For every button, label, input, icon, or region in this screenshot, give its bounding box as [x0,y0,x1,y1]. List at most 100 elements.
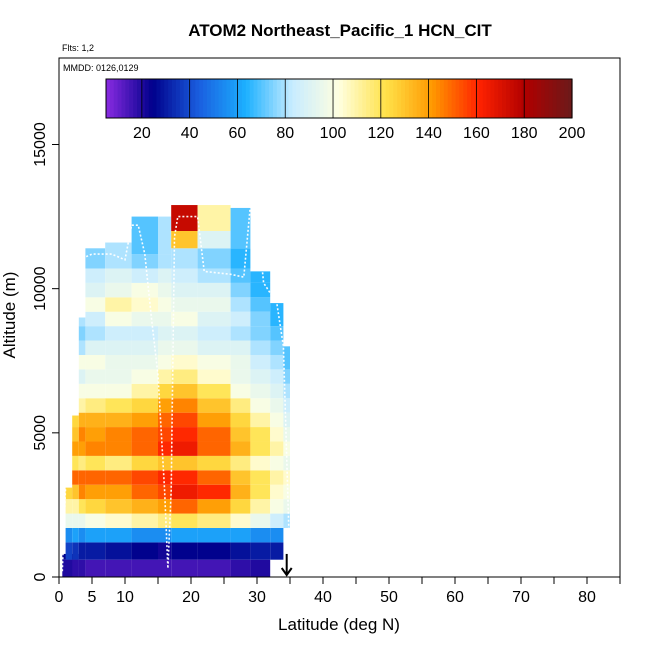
heatmap-cell [105,297,132,312]
heatmap-cell [230,559,251,577]
colorbar-segment [537,79,542,118]
heatmap-cell [171,470,198,485]
colorbar: 20 40 60 80 100 120 140 160 180 200 [105,78,585,142]
heatmap-cell [85,398,106,413]
heatmap-cell [250,297,271,312]
colorbar-segment [311,79,317,118]
heatmap-cell [197,231,231,249]
colorbar-segment [362,79,367,118]
heatmap-cell [65,487,73,500]
colorbar-segment [358,79,363,118]
colorbar-segment [144,79,150,118]
colorbar-segment [346,79,352,118]
heatmap-cell [230,427,251,442]
heatmap-cell [105,470,132,485]
heatmap-cell [158,369,172,384]
heatmap-cell [85,340,106,355]
colorbar-segment [234,79,239,118]
heatmap-cell [270,441,284,456]
heatmap-cell [250,441,271,456]
plot-frame [58,57,621,578]
heatmap-cell [250,455,271,471]
heatmap-cell [78,317,86,327]
colorbar-segment [509,79,515,118]
heatmap-cell [105,513,132,528]
heatmap-cell [85,369,106,384]
heatmap-cell [270,412,284,428]
heatmap-cell [78,354,86,370]
colorbar-segment [401,79,406,118]
x-tick-label: 5 [88,589,97,606]
colorbar-segment [245,79,251,118]
colorbar-segment [249,79,255,118]
colorbar-segment [354,79,360,118]
x-tick-label: 80 [578,589,596,606]
heatmap-cell [131,369,158,384]
heatmap-cell [250,542,271,560]
colorbar-segment [272,79,278,118]
heatmap-cell [171,513,198,528]
heatmap-cell [230,326,251,341]
heatmap-cell [105,354,132,370]
heatmap-cell [197,340,231,355]
heatmap-cell [78,398,86,413]
colorbar-segment [253,79,259,118]
colorbar-segment [389,79,394,118]
colorbar-segment [408,79,414,118]
heatmap-cell [85,527,106,543]
heatmap-cell [105,559,132,577]
heatmap-cell [72,559,79,577]
heatmap-cell [105,369,132,384]
heatmap-cell [72,527,79,543]
colorbar-segment [373,79,379,118]
heatmap-cell [105,383,132,399]
heatmap-cell [230,441,251,456]
heatmap-cell [78,484,86,500]
heatmap-cell [230,470,251,485]
heatmap-cell [158,282,172,298]
heatmap-cell [85,297,106,312]
colorbar-segment [552,79,558,118]
heatmap-cell [230,513,251,528]
heatmap-cell [283,398,290,413]
heatmap-cell [78,499,86,514]
heatmap-cell [85,484,106,500]
colorbar-segment [544,79,550,118]
heatmap-cell [171,248,198,269]
heatmap-cell [72,484,79,500]
colorbar-segment [548,79,554,118]
heatmap-cell [230,268,251,283]
y-tick-label: 0 [32,572,49,581]
heatmap-cell [105,542,132,560]
heatmap-cell [105,311,132,327]
colorbar-segment [300,79,305,118]
heatmap-cell [158,383,172,399]
heatmap-cell [250,499,271,514]
heatmap-cell [78,412,86,428]
colorbar-segment [230,79,235,118]
heatmap-cell [230,412,251,428]
x-tick-label: 60 [446,589,464,606]
heatmap-cell [78,326,86,341]
heatmap-cell [197,369,231,384]
heatmap-cell [158,297,172,312]
colorbar-segment [447,79,453,118]
colorbar-tick-label: 160 [463,125,490,142]
colorbar-tick-label: 40 [181,125,199,142]
heatmap-cell [105,340,132,355]
heatmap-cell [283,383,290,399]
heatmap-cell [250,398,271,413]
heatmap-cell [158,441,172,456]
x-tick-label: 70 [512,589,530,606]
heatmap-cell [78,383,86,399]
colorbar-segment [265,79,270,118]
heatmap-cell [65,513,73,528]
heatmap-cell [85,470,106,485]
heatmap-cell [270,484,284,500]
heatmap-cell [131,427,158,442]
heatmap-cell [131,282,158,298]
colorbar-segment [199,79,204,118]
flights-note: Flts: 1,2 [62,43,94,53]
colorbar-segment [222,79,227,118]
heatmap-cell [230,527,251,543]
